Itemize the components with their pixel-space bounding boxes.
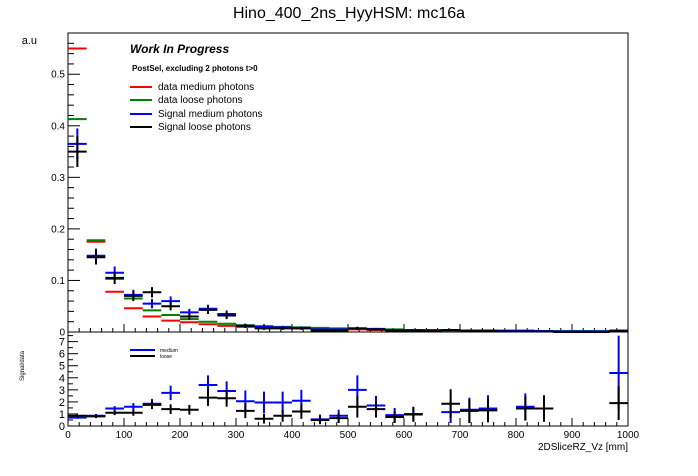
ratio-y-tick-label: 7: [59, 337, 65, 349]
selection-label: PostSel, excluding 2 photons t>0: [132, 64, 258, 73]
legend-label-signal-medium: Signal medium photons: [158, 109, 263, 120]
ratio-legend-label-loose: loose: [160, 354, 172, 360]
main-plot-series: [68, 47, 628, 333]
ratio-y-tick-label: 5: [59, 361, 65, 373]
ratio-y-tick-label: 1: [59, 409, 65, 421]
y-tick-label: 0.1: [51, 276, 65, 287]
x-tick-label: 900: [564, 430, 581, 441]
legend-label-data-loose: data loose photons: [158, 95, 243, 106]
x-tick-label: 500: [340, 430, 357, 441]
y-tick-label: 0: [59, 328, 65, 339]
y-tick-label: 0.2: [51, 224, 65, 235]
ratio-plot-series: [68, 335, 628, 425]
ratio-y-tick-label: 4: [59, 373, 65, 385]
x-tick-label: 1000: [617, 430, 640, 441]
x-tick-label: 400: [284, 430, 301, 441]
y-tick-label: 0.3: [51, 173, 65, 184]
y-axis-label: a.u: [22, 35, 37, 47]
legend-label-data-medium: data medium photons: [158, 82, 254, 93]
ratio-y-tick-label: 2: [59, 397, 65, 409]
chart-title: Hino_400_2ns_HyyHSM: mc16a: [233, 5, 465, 22]
x-tick-label: 100: [116, 430, 133, 441]
ratio-legend-label-medium: medium: [160, 348, 178, 354]
ratio-y-tick-label: 3: [59, 385, 65, 397]
x-tick-label: 300: [228, 430, 245, 441]
main-legend: data medium photons data loose photons S…: [130, 82, 263, 133]
x-tick-label: 600: [396, 430, 413, 441]
series-signal-loose-photons: [68, 136, 628, 333]
x-tick-label: 700: [452, 430, 469, 441]
ratio-legend: medium loose: [130, 348, 178, 360]
x-tick-label: 200: [172, 430, 189, 441]
ratio-y-tick-label: 6: [59, 349, 65, 361]
ratio-series-loose: [68, 386, 628, 424]
x-tick-label: 800: [508, 430, 525, 441]
x-axis-label: 2DSliceRZ_Vz [mm]: [538, 442, 628, 453]
y-tick-label: 0.5: [51, 70, 65, 81]
legend-label-signal-loose: Signal loose photons: [158, 122, 251, 133]
ratio-y-axis-label: Signal/data: [20, 350, 26, 381]
x-tick-label: 0: [65, 430, 71, 441]
ratio-y-tick-label: 0: [59, 421, 65, 433]
work-in-progress-label: Work In Progress: [130, 42, 229, 56]
y-tick-label: 0.4: [51, 121, 65, 132]
